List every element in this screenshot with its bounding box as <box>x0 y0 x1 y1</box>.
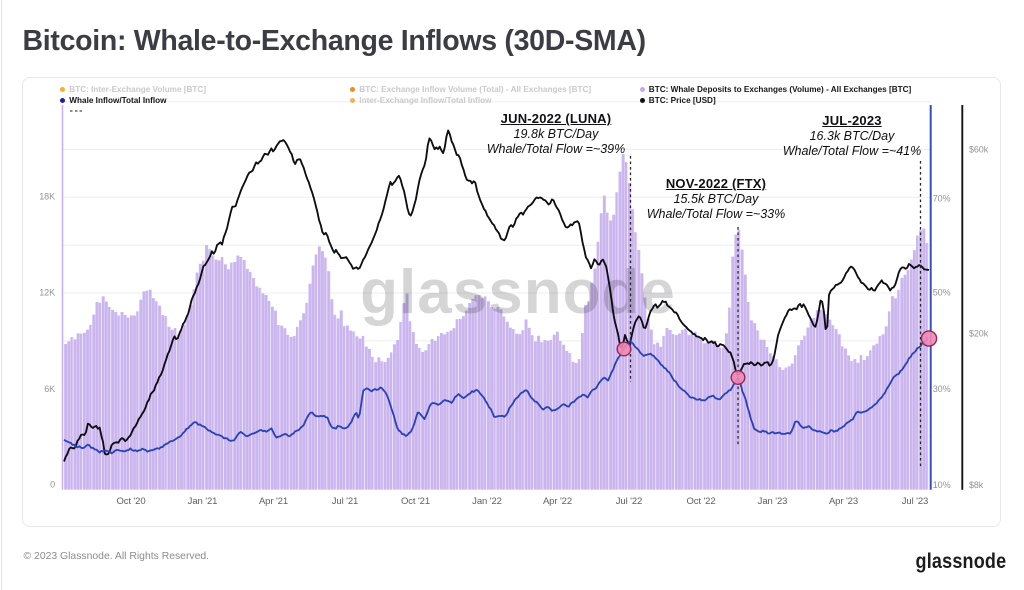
svg-text:Oct '20: Oct '20 <box>116 496 145 507</box>
svg-text:Apr '21: Apr '21 <box>259 496 288 507</box>
svg-text:70%: 70% <box>933 193 951 203</box>
svg-text:18K: 18K <box>39 191 55 201</box>
svg-text:glassnode: glassnode <box>360 258 676 327</box>
svg-text:50%: 50% <box>933 288 951 298</box>
svg-text:6K: 6K <box>44 384 55 394</box>
svg-text:Jul '22: Jul '22 <box>616 496 642 507</box>
svg-text:Apr '23: Apr '23 <box>829 496 858 507</box>
svg-text:Jul '23: Jul '23 <box>902 496 928 507</box>
svg-text:30%: 30% <box>933 384 951 394</box>
svg-text:Jan '22: Jan '22 <box>472 496 502 507</box>
svg-text:Jan '23: Jan '23 <box>758 496 788 507</box>
svg-text:Apr '22: Apr '22 <box>543 496 572 507</box>
svg-text:10%: 10% <box>933 480 951 490</box>
svg-text:12K: 12K <box>39 287 55 297</box>
svg-text:0: 0 <box>50 480 55 490</box>
svg-text:Oct '22: Oct '22 <box>686 496 715 507</box>
svg-text:Oct '21: Oct '21 <box>401 496 430 507</box>
svg-text:$8k: $8k <box>969 480 984 490</box>
svg-text:$60k: $60k <box>969 145 989 155</box>
svg-text:$20k: $20k <box>969 329 989 339</box>
svg-text:Jul '21: Jul '21 <box>332 496 358 507</box>
svg-text:Jan '21: Jan '21 <box>188 496 218 507</box>
